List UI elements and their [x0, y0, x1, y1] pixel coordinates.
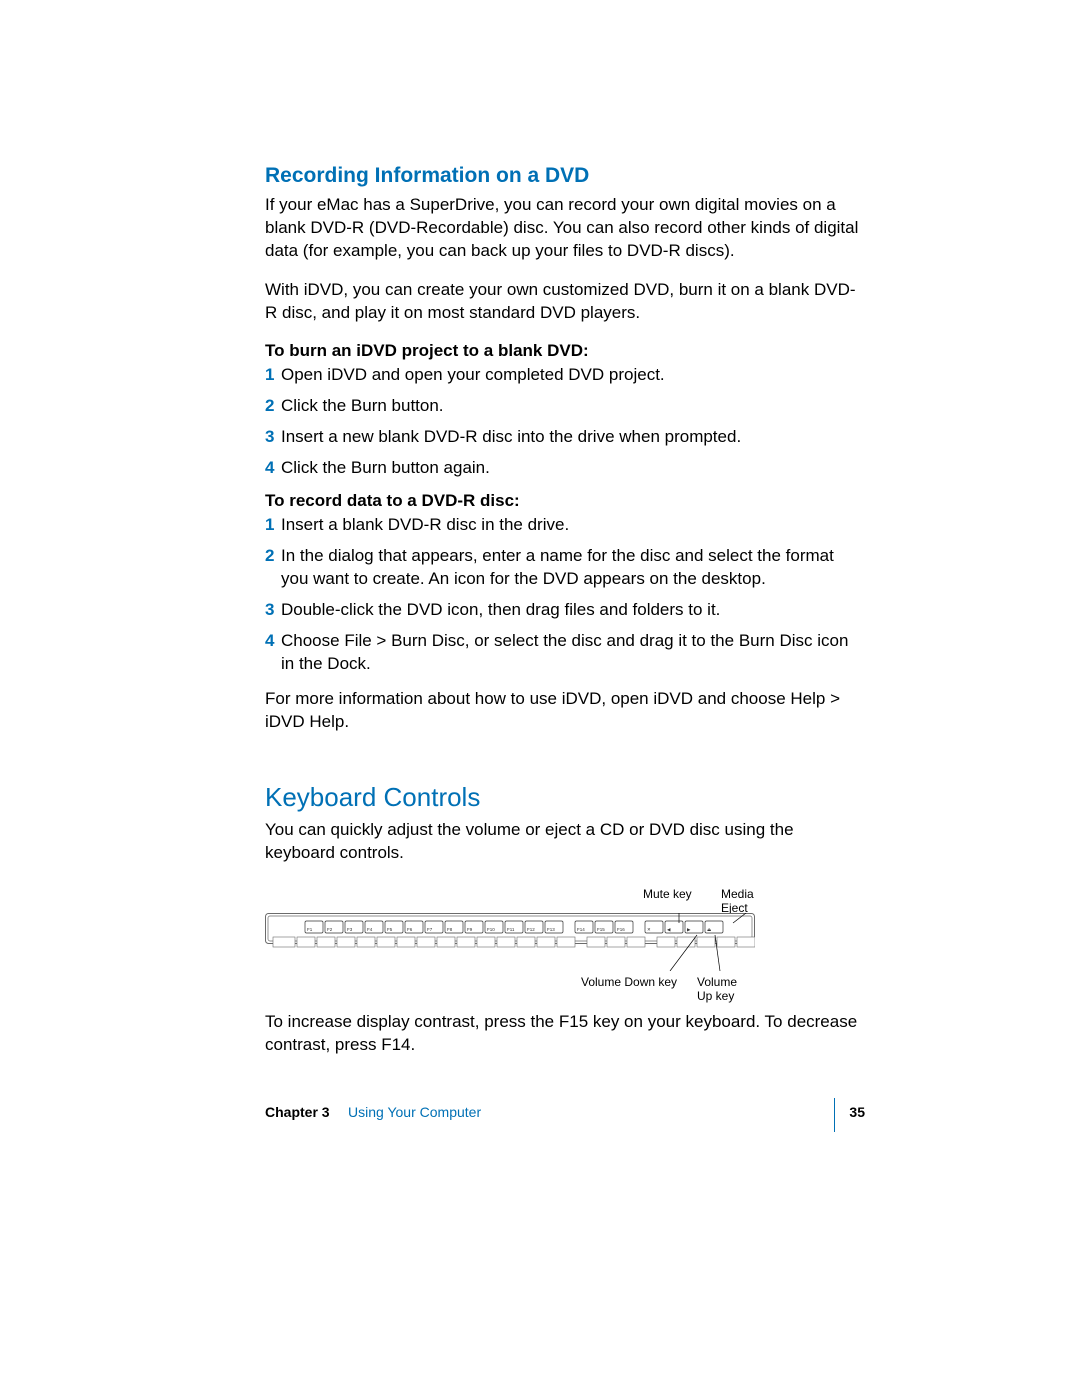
content-column: Recording Information on a DVD If your e…: [265, 164, 865, 1073]
svg-text:F8: F8: [447, 927, 453, 932]
svg-text:F9: F9: [467, 927, 473, 932]
footer-chapter: Chapter 3: [265, 1104, 330, 1120]
footer-page-number: 35: [849, 1104, 865, 1120]
step-text: Choose File > Burn Disc, or select the d…: [281, 631, 848, 673]
svg-text:F5: F5: [387, 927, 393, 932]
paragraph: With iDVD, you can create your own custo…: [265, 279, 865, 325]
svg-text:▶: ▶: [687, 927, 691, 932]
step-item: 4Click the Burn button again.: [281, 457, 865, 480]
step-text: Insert a new blank DVD-R disc into the d…: [281, 427, 741, 446]
paragraph: For more information about how to use iD…: [265, 688, 865, 734]
step-item: 3Double-click the DVD icon, then drag fi…: [281, 599, 865, 622]
step-number: 2: [265, 545, 274, 568]
step-number: 1: [265, 364, 274, 387]
page-footer: Chapter 3 Using Your Computer 35: [265, 1104, 865, 1128]
step-text: Insert a blank DVD-R disc in the drive.: [281, 515, 569, 534]
step-item: 2Click the Burn button.: [281, 395, 865, 418]
paragraph: You can quickly adjust the volume or eje…: [265, 819, 865, 865]
step-number: 4: [265, 457, 274, 480]
keyboard-svg: F1F2F3F4F5F6F7F8F9F10F11F12F13F14F15F16 …: [265, 913, 755, 971]
svg-text:F1: F1: [307, 927, 313, 932]
svg-text:✕: ✕: [647, 927, 651, 932]
svg-text:F13: F13: [547, 927, 555, 932]
keyboard-figure: Mute key Media Eject key Volume Down key…: [265, 881, 755, 991]
paragraph: To increase display contrast, press the …: [265, 1011, 865, 1057]
step-number: 2: [265, 395, 274, 418]
step-number: 4: [265, 630, 274, 653]
label-volume-down-key: Volume Down key: [581, 975, 677, 989]
svg-text:F15: F15: [597, 927, 605, 932]
step-number: 3: [265, 599, 274, 622]
step-text: In the dialog that appears, enter a name…: [281, 546, 834, 588]
subheading-record: To record data to a DVD-R disc:: [265, 491, 865, 511]
svg-text:F4: F4: [367, 927, 373, 932]
page: Recording Information on a DVD If your e…: [0, 0, 1080, 1397]
step-item: 3Insert a new blank DVD-R disc into the …: [281, 426, 865, 449]
steps-record: 1Insert a blank DVD-R disc in the drive.…: [265, 514, 865, 676]
label-mute-key: Mute key: [643, 887, 692, 901]
step-number: 1: [265, 514, 274, 537]
step-text: Double-click the DVD icon, then drag fil…: [281, 600, 720, 619]
step-item: 1Open iDVD and open your completed DVD p…: [281, 364, 865, 387]
step-text: Click the Burn button.: [281, 396, 444, 415]
step-number: 3: [265, 426, 274, 449]
steps-burn: 1 Open iDVD and open your completed DVD p…: [265, 364, 865, 480]
label-volume-up-key: Volume Up key: [697, 975, 755, 1003]
paragraph: If your eMac has a SuperDrive, you can r…: [265, 194, 865, 263]
subheading-burn: To burn an iDVD project to a blank DVD:: [265, 341, 865, 361]
svg-text:F7: F7: [427, 927, 433, 932]
step-item: 2In the dialog that appears, enter a nam…: [281, 545, 865, 591]
footer-title: Using Your Computer: [348, 1104, 481, 1120]
svg-text:F14: F14: [577, 927, 585, 932]
svg-text:F2: F2: [327, 927, 333, 932]
svg-text:◀: ◀: [667, 927, 671, 932]
svg-text:F16: F16: [617, 927, 625, 932]
svg-text:F6: F6: [407, 927, 413, 932]
footer-divider: [834, 1098, 835, 1132]
svg-text:F10: F10: [487, 927, 495, 932]
section-heading-keyboard: Keyboard Controls: [265, 782, 865, 813]
svg-text:⏏: ⏏: [707, 927, 712, 932]
step-item: 1Insert a blank DVD-R disc in the drive.: [281, 514, 865, 537]
svg-text:F3: F3: [347, 927, 353, 932]
svg-text:F12: F12: [527, 927, 535, 932]
step-text: Click the Burn button again.: [281, 458, 490, 477]
section-heading-dvd: Recording Information on a DVD: [265, 164, 865, 188]
step-item: 4Choose File > Burn Disc, or select the …: [281, 630, 865, 676]
step-text: Open iDVD and open your completed DVD pr…: [281, 365, 665, 384]
svg-text:F11: F11: [507, 927, 515, 932]
